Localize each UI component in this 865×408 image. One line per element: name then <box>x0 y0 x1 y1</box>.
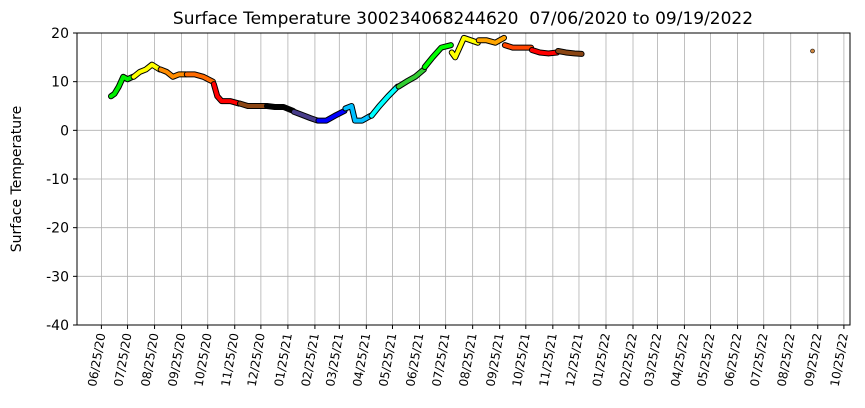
x-tick-label: 10/25/21 <box>510 332 533 388</box>
x-tick-label: 09/25/21 <box>483 332 506 388</box>
x-tick-label: 08/25/22 <box>775 332 798 388</box>
series-line <box>131 62 162 79</box>
series-line <box>449 35 480 60</box>
y-tick-label: -20 <box>46 221 69 237</box>
x-tick-label: 09/25/22 <box>802 332 825 388</box>
x-tick-label: 08/25/20 <box>138 332 161 388</box>
x-tick-label: 03/25/22 <box>641 332 664 388</box>
x-tick-label: 03/25/21 <box>323 332 346 388</box>
y-tick-label: 10 <box>51 75 69 91</box>
y-tick-label: -30 <box>46 269 69 285</box>
series-line <box>476 35 507 45</box>
x-tick-label: 02/25/21 <box>299 332 322 388</box>
x-tick-label: 10/25/20 <box>192 332 215 388</box>
series-line <box>502 43 534 50</box>
series-line <box>422 43 453 70</box>
x-tick-label: 12/25/20 <box>245 332 268 388</box>
x-tick-label: 07/25/21 <box>429 332 452 388</box>
x-tick-label: 09/25/20 <box>165 332 188 388</box>
x-tick-label: 01/25/21 <box>272 332 295 388</box>
y-axis-label: Surface Temperature <box>9 106 25 252</box>
x-tick-label: 05/25/22 <box>694 332 717 388</box>
x-tick-label: 11/25/20 <box>219 332 242 388</box>
series-line <box>264 104 296 113</box>
chart-title: Surface Temperature 300234068244620 07/0… <box>173 9 753 29</box>
x-tick-label: 07/25/22 <box>748 332 771 388</box>
x-tick-label: 12/25/21 <box>563 332 586 388</box>
x-tick-label: 06/25/20 <box>85 332 108 388</box>
series-line <box>396 67 426 89</box>
series-line <box>211 82 242 106</box>
x-tick-label: 02/25/22 <box>617 332 640 388</box>
x-tick-label: 06/25/22 <box>721 332 744 388</box>
x-tick-label: 04/25/22 <box>668 332 691 388</box>
series-line <box>316 108 347 123</box>
x-tick-label: 05/25/21 <box>376 332 399 388</box>
data-point <box>810 48 815 54</box>
y-tick-label: -40 <box>46 318 69 334</box>
series-line <box>556 49 584 56</box>
series-line <box>369 84 400 118</box>
series-line <box>529 48 560 56</box>
y-tick-label: 0 <box>60 123 69 139</box>
y-tick-label: -10 <box>46 172 69 188</box>
series-line <box>291 109 320 123</box>
y-tick-label: 20 <box>51 26 69 42</box>
plot-marks <box>107 34 815 124</box>
x-tick-label: 01/25/22 <box>590 332 613 388</box>
series-line <box>158 67 188 79</box>
series-line <box>184 72 215 84</box>
series-line <box>108 74 135 99</box>
x-tick-label: 08/25/21 <box>456 332 479 388</box>
x-tick-label: 10/25/22 <box>828 332 851 388</box>
series-line <box>237 101 269 108</box>
x-tick-label: 04/25/21 <box>350 332 373 388</box>
x-tick-label: 06/25/21 <box>403 332 426 388</box>
x-tick-label: 07/25/20 <box>111 332 134 388</box>
x-tick-label: 11/25/21 <box>537 332 560 388</box>
series-line <box>343 104 373 123</box>
